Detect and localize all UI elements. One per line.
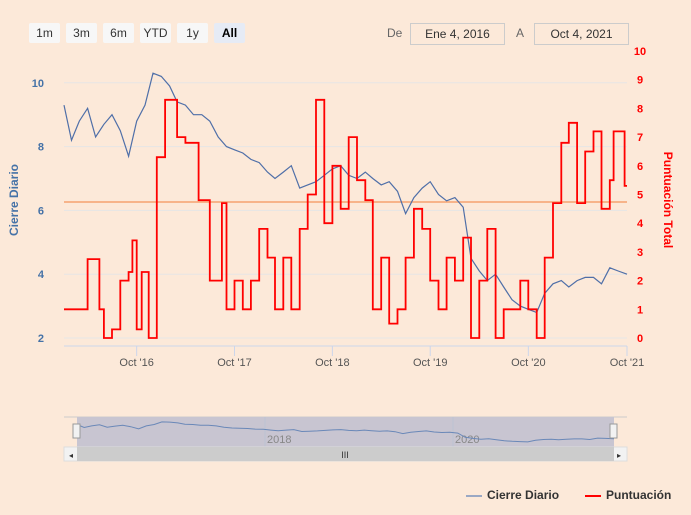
range-all-button[interactable]: All xyxy=(214,23,245,43)
x-tick-label: Oct '20 xyxy=(511,357,546,369)
right-axis-title: Puntuación Total xyxy=(661,152,675,248)
right-tick-label: 0 xyxy=(637,333,643,345)
right-tick-label: 5 xyxy=(637,190,643,202)
right-tick-label: 1 xyxy=(637,304,643,316)
from-date-input[interactable]: Ene 4, 2016 xyxy=(410,23,505,45)
x-tick-label: Oct '16 xyxy=(119,357,154,369)
left-tick-label: 4 xyxy=(38,269,45,281)
right-tick-label: 10 xyxy=(634,46,646,58)
right-tick-label: 2 xyxy=(637,276,643,288)
right-tick-label: 7 xyxy=(637,132,643,144)
x-tick-label: Oct '21 xyxy=(610,357,645,369)
legend-line-icon xyxy=(585,494,601,497)
navigator-left-handle[interactable] xyxy=(72,423,81,439)
left-tick-label: 2 xyxy=(38,333,44,345)
to-label: A xyxy=(516,26,525,40)
legend-item-puntuacion[interactable]: Puntuación xyxy=(585,488,671,502)
from-label: De xyxy=(387,26,403,40)
legend-item-cierre[interactable]: Cierre Diario xyxy=(466,488,559,502)
legend-label: Cierre Diario xyxy=(487,488,560,502)
range-1y-button[interactable]: 1y xyxy=(177,23,208,43)
x-tick-label: Oct '19 xyxy=(413,357,448,369)
series-line-0 xyxy=(63,72,628,314)
range-ytd-button[interactable]: YTD xyxy=(140,23,171,43)
right-tick-label: 8 xyxy=(637,103,643,115)
left-tick-label: 8 xyxy=(38,142,44,154)
navigator-series xyxy=(76,421,615,443)
legend-label: Puntuación xyxy=(606,488,672,502)
scroll-left-arrow-icon[interactable]: ◂ xyxy=(69,451,73,460)
x-tick-label: Oct '18 xyxy=(315,357,350,369)
range-6m-button[interactable]: 6m xyxy=(103,23,134,43)
x-tick-label: Oct '17 xyxy=(217,357,252,369)
left-tick-label: 10 xyxy=(32,78,44,90)
legend-line-icon xyxy=(466,494,482,497)
right-tick-label: 6 xyxy=(637,161,643,173)
right-tick-label: 3 xyxy=(637,247,643,259)
range-1m-button[interactable]: 1m xyxy=(29,23,60,43)
navigator-label-2020: 2020 xyxy=(455,434,479,446)
navigator-label-2018: 2018 xyxy=(267,434,291,446)
range-3m-button[interactable]: 3m xyxy=(66,23,97,43)
right-tick-label: 4 xyxy=(637,218,644,230)
left-axis-title: Cierre Diario xyxy=(7,164,21,236)
left-tick-label: 6 xyxy=(38,205,44,217)
to-date-input[interactable]: Oct 4, 2021 xyxy=(534,23,629,45)
scrollbar-grip-icon: III xyxy=(341,450,349,460)
scroll-right-arrow-icon[interactable]: ▸ xyxy=(617,451,621,460)
scrollbar-thumb[interactable] xyxy=(77,447,614,461)
right-tick-label: 9 xyxy=(637,75,643,87)
navigator-right-handle[interactable] xyxy=(609,423,618,439)
series-line-1 xyxy=(64,98,627,339)
